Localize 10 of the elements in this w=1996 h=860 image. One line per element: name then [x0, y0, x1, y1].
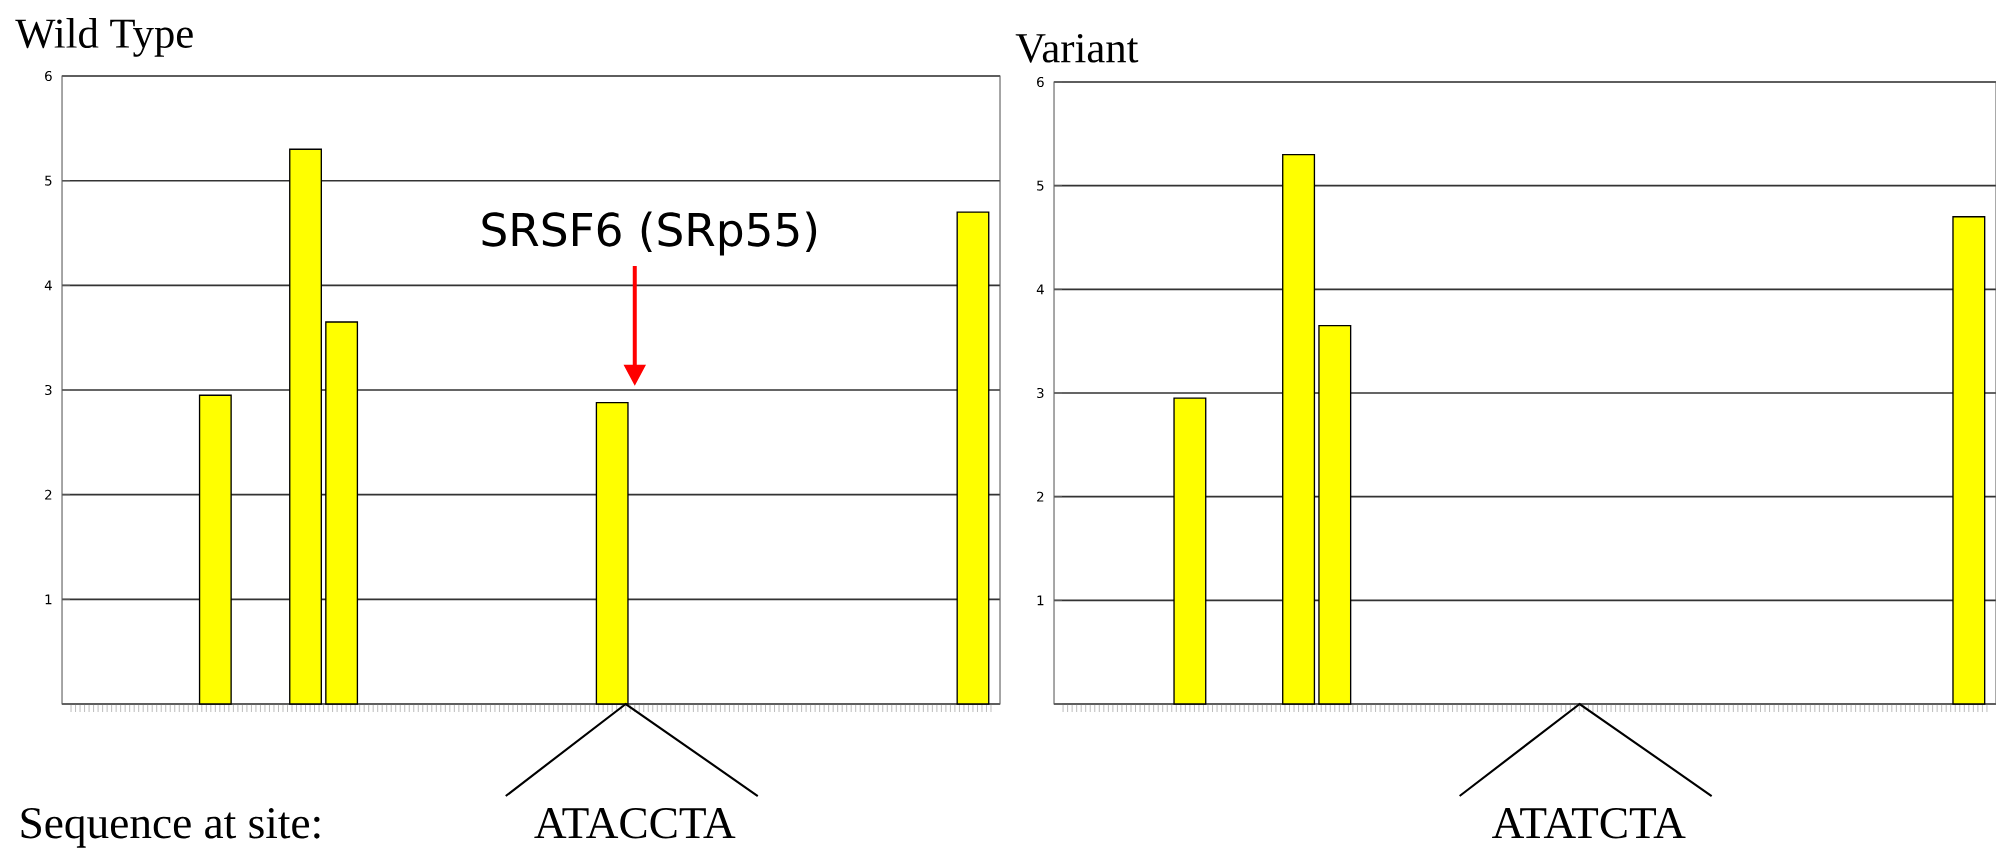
text: ATATCTA	[1492, 807, 1686, 839]
bar	[1952, 216, 1986, 705]
text: ATACCTA	[534, 807, 736, 839]
chart-title: Variant	[1015, 33, 1139, 63]
bar	[198, 394, 232, 705]
annotation: SRSF6 (SRp55)	[482, 211, 817, 256]
bar	[1173, 397, 1207, 705]
chart-title: Wild Type	[15, 18, 193, 57]
bar	[956, 211, 990, 705]
text: Sequence at site:	[21, 807, 320, 848]
